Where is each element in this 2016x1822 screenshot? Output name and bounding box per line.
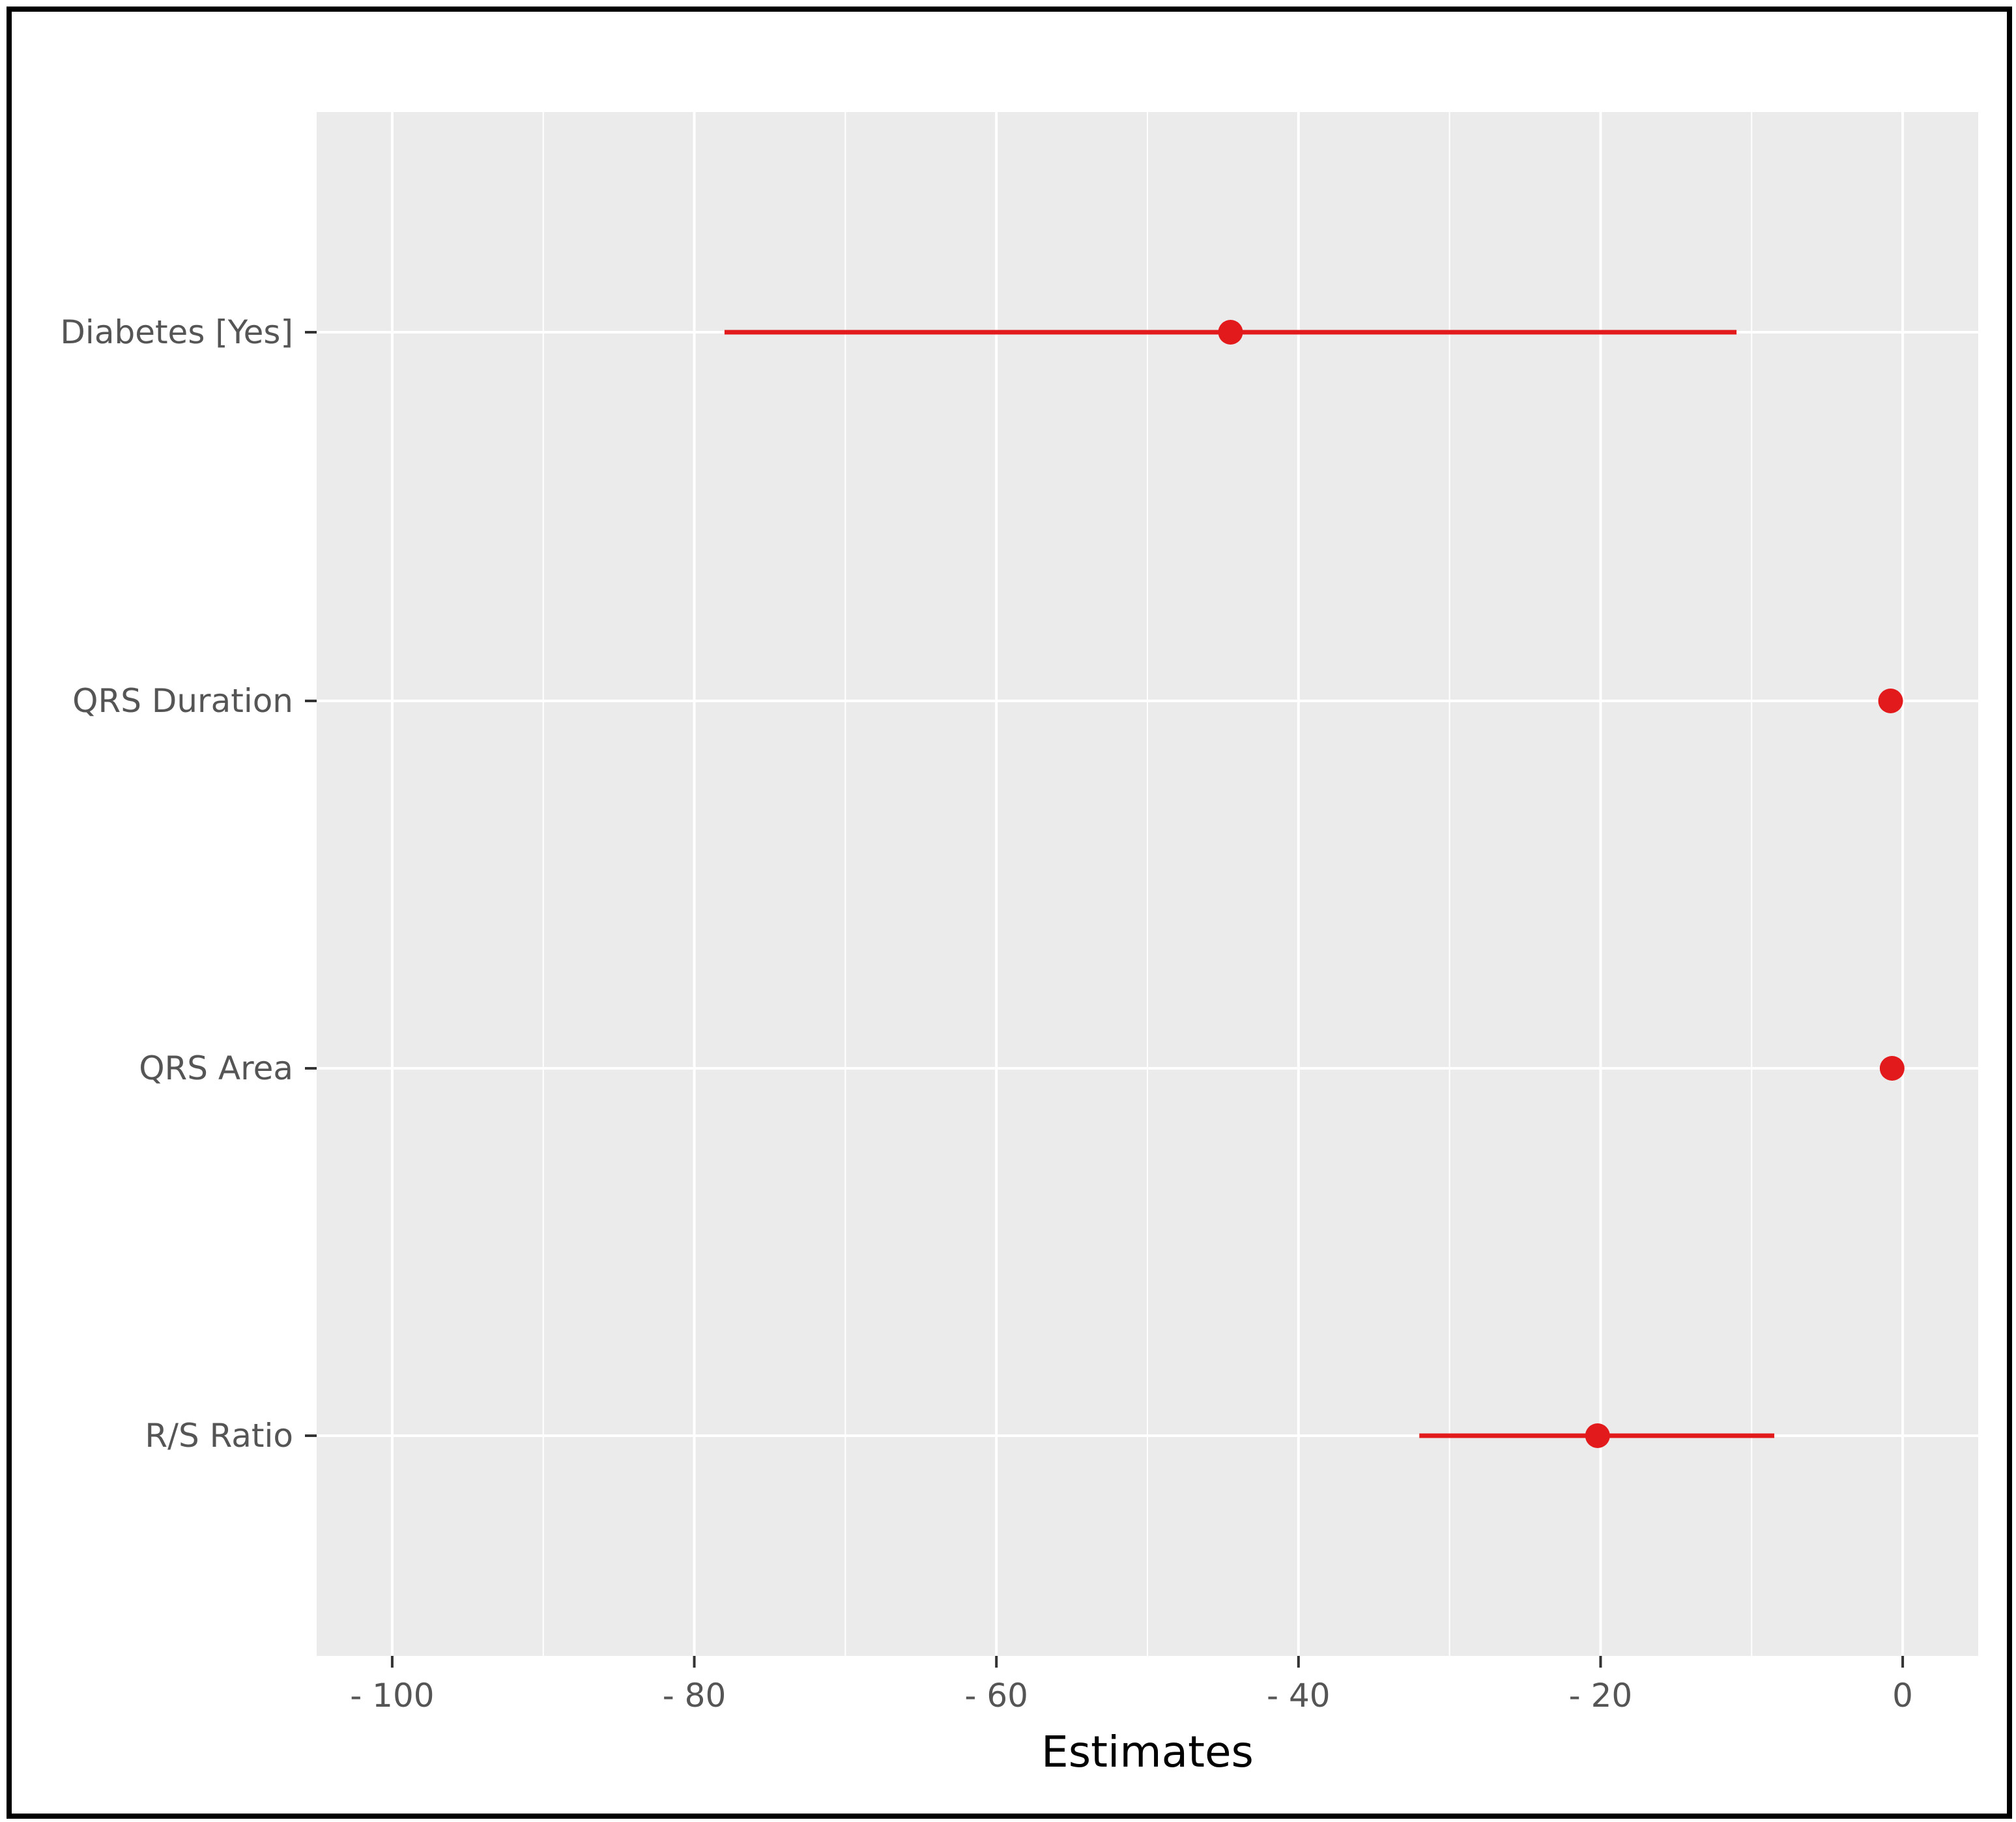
x-tick-label: - 20 (1569, 1677, 1633, 1715)
estimate-point (1878, 689, 1903, 713)
y-tick-label: Diabetes [Yes] (60, 313, 293, 351)
x-tick-label: - 80 (663, 1677, 727, 1715)
y-axis: Diabetes [Yes] QRS Duration QRS Area R/S Ra… (60, 313, 317, 1455)
x-axis-title: Estimates (1041, 1727, 1254, 1777)
x-tick-label: 0 (1892, 1677, 1913, 1715)
y-tick-label: R/S Ratio (145, 1417, 293, 1455)
estimate-point (1879, 1056, 1905, 1081)
y-tick-label: QRS Duration (72, 682, 293, 720)
estimate-point (1218, 320, 1243, 345)
y-tick-label: QRS Area (139, 1049, 293, 1087)
estimate-marks (724, 320, 1905, 1448)
x-tick-label: - 40 (1267, 1677, 1331, 1715)
estimate-point (1585, 1423, 1610, 1448)
x-axis: - 100 - 80 - 60 - 40 - 20 0 (350, 1656, 1913, 1715)
grid-lines (317, 112, 1978, 1656)
x-tick-label: - 100 (350, 1677, 434, 1715)
x-tick-label: - 60 (964, 1677, 1028, 1715)
